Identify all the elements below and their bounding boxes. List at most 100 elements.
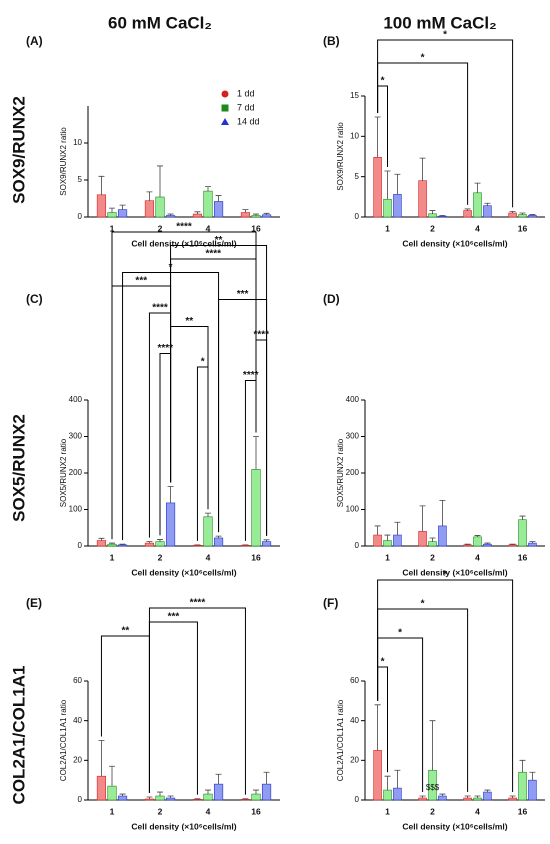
error-bar	[419, 157, 426, 181]
legend-marker	[221, 90, 229, 98]
y-tick-label: 0	[355, 795, 360, 804]
significance-label: *	[201, 357, 205, 368]
error-bar	[519, 515, 526, 520]
bar	[117, 209, 128, 218]
error-bar	[509, 795, 516, 799]
column-header: 60 mM CaCl₂	[108, 13, 212, 32]
bar	[251, 215, 261, 218]
error-bar	[394, 769, 401, 789]
x-tick-label: 4	[206, 223, 211, 233]
y-axis-label: SOX5/RUNX2 ratio	[59, 438, 68, 507]
column-header: 100 mM CaCl₂	[383, 13, 496, 32]
x-tick-label: 1	[385, 806, 390, 816]
bar	[261, 214, 272, 218]
significance-bracket	[377, 666, 388, 773]
x-tick-label: 2	[430, 806, 435, 816]
bar	[165, 797, 176, 801]
y-tick-label: 100	[346, 505, 360, 514]
bar	[393, 194, 402, 218]
error-bar	[509, 543, 516, 545]
error-bar	[429, 210, 436, 214]
bar	[240, 544, 251, 547]
bar	[463, 797, 472, 801]
bar	[518, 771, 527, 801]
error-bar	[215, 535, 222, 538]
x-tick-label: 2	[158, 552, 163, 562]
significance-bracket	[148, 621, 198, 795]
bar	[107, 543, 117, 547]
y-axis-label: SOX9/RUNX2 ratio	[59, 127, 68, 196]
significance-label: ****	[190, 598, 206, 609]
y-tick-label: 20	[350, 755, 359, 764]
y-tick-label: 400	[346, 395, 360, 404]
bar	[96, 775, 107, 801]
y-tick-label: 20	[73, 755, 82, 764]
bar	[483, 543, 492, 547]
bar	[213, 201, 224, 218]
x-tick-label: 2	[158, 223, 163, 233]
error-bar	[119, 204, 126, 210]
bar	[428, 541, 437, 547]
y-tick-label: 60	[350, 676, 359, 685]
error-bar	[419, 505, 426, 532]
error-bar	[474, 182, 481, 193]
legend-label: 1 dd	[237, 88, 255, 98]
significance-bracket	[377, 85, 388, 168]
significance-label: ****	[157, 343, 173, 354]
y-axis-label: COL2A1/COL1A1 ratio	[59, 699, 68, 781]
error-bar	[429, 537, 436, 542]
y-tick-label: 400	[69, 395, 83, 404]
significance-label: ****	[253, 330, 269, 341]
error-bar	[439, 499, 446, 526]
error-bar	[529, 541, 536, 544]
error-bar	[374, 116, 381, 158]
significance-label: ***	[168, 612, 180, 623]
error-bar	[215, 773, 222, 785]
error-bar	[98, 537, 105, 541]
y-axis-label: SOX5/RUNX2 ratio	[336, 438, 345, 507]
significance-label: ****	[205, 249, 221, 260]
y-tick-label: 200	[346, 468, 360, 477]
significance-label: ***	[135, 276, 147, 287]
error-bar	[205, 512, 211, 517]
y-tick-label: 60	[73, 676, 82, 685]
bar	[251, 469, 261, 547]
bar	[463, 544, 472, 547]
x-axis-label: Cell density (×10⁶cells/ml)	[402, 238, 507, 248]
error-bar	[484, 542, 491, 545]
x-tick-label: 2	[158, 806, 163, 816]
error-bar	[384, 534, 391, 541]
x-axis-label: Cell density (×10⁶cells/ml)	[402, 821, 507, 831]
bar	[203, 516, 213, 547]
error-bar	[215, 195, 222, 202]
y-tick-label: 10	[350, 131, 359, 140]
error-bar	[194, 798, 201, 800]
significance-label: **	[185, 316, 193, 327]
bar	[473, 797, 482, 801]
significance-bracket	[111, 285, 172, 540]
error-bar	[194, 211, 201, 215]
y-tick-label: 40	[350, 716, 359, 725]
bar	[528, 779, 537, 801]
error-bar	[519, 759, 526, 773]
y-tick-label: 200	[69, 468, 83, 477]
bar	[261, 541, 272, 547]
error-bar	[474, 795, 481, 799]
bar	[383, 789, 392, 801]
bar	[240, 212, 251, 218]
error-bar	[167, 213, 174, 216]
bar	[192, 213, 203, 218]
bar	[203, 190, 213, 218]
error-bar	[429, 720, 436, 771]
panel-label: (B)	[323, 34, 340, 48]
error-bar	[146, 541, 153, 544]
bar	[144, 798, 155, 801]
legend-label: 7 dd	[237, 102, 255, 112]
bar	[463, 210, 472, 218]
bar	[473, 536, 482, 547]
panel-label: (D)	[323, 292, 340, 306]
error-bar	[119, 793, 126, 797]
legend-marker	[221, 104, 229, 112]
significance-label: *	[443, 30, 447, 41]
error-bar	[167, 795, 174, 799]
